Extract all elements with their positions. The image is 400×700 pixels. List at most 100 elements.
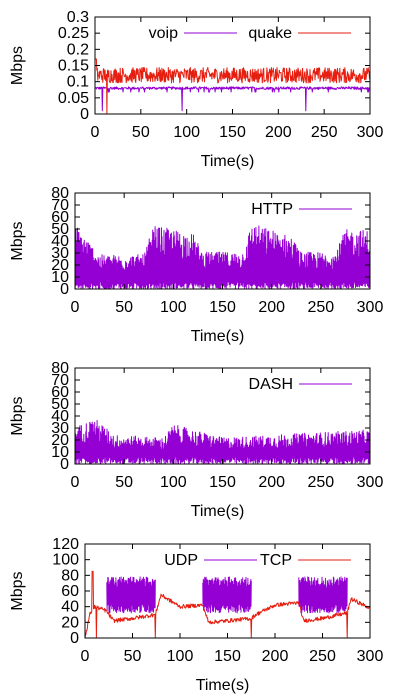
x-tick-label: 200 bbox=[258, 299, 285, 316]
x-axis: 0 50 100 150 200 250 300 bbox=[91, 17, 384, 141]
y-tick-label: 0 bbox=[80, 106, 89, 123]
y-tick-label: 60 bbox=[51, 384, 69, 401]
plot-area bbox=[94, 58, 371, 115]
y-tick-label: 0.3 bbox=[67, 9, 89, 26]
legend-label-quake: quake bbox=[248, 25, 292, 42]
y-axis-label: Mbps bbox=[9, 396, 26, 435]
chart-panel-2: 0 50 100 150 200 250 30001020304050607080Time(… bbox=[9, 185, 383, 345]
y-tick-label: 20 bbox=[51, 257, 69, 274]
x-tick-label: 150 bbox=[214, 648, 241, 665]
legend: UDP TCP bbox=[164, 552, 351, 569]
chart-panel-3: 0 50 100 150 200 250 30001020304050607080Time(… bbox=[9, 360, 383, 520]
x-tick-label: 50 bbox=[115, 299, 133, 316]
x-tick-label: 50 bbox=[124, 648, 142, 665]
legend-label-dash: DASH bbox=[249, 376, 293, 393]
y-tick-label: 60 bbox=[51, 209, 69, 226]
x-tick-label: 0 bbox=[81, 648, 90, 665]
legend: DASH bbox=[249, 376, 352, 393]
y-tick-label: 20 bbox=[51, 432, 69, 449]
x-tick-label: 100 bbox=[160, 474, 187, 491]
y-tick-label: 30 bbox=[51, 245, 69, 262]
y-tick-label: 0.2 bbox=[67, 41, 89, 58]
x-axis: 0 50 100 150 200 250 300 bbox=[81, 544, 384, 665]
series-line-tcp bbox=[84, 570, 371, 639]
y-tick-label: 50 bbox=[51, 221, 69, 238]
y-tick-label: 30 bbox=[51, 420, 69, 437]
y-tick-label: 40 bbox=[51, 408, 69, 425]
chart-panel-1: 0 50 100 150 200 250 30000.050.10.150.20.250.3… bbox=[9, 9, 383, 170]
x-tick-label: 250 bbox=[307, 299, 334, 316]
x-tick-label: 100 bbox=[160, 299, 187, 316]
x-tick-label: 100 bbox=[167, 648, 194, 665]
y-axis-label: Mbps bbox=[9, 571, 26, 610]
x-tick-label: 0 bbox=[71, 474, 80, 491]
x-tick-label: 300 bbox=[357, 299, 384, 316]
x-tick-label: 250 bbox=[309, 648, 336, 665]
series-line-quake bbox=[95, 58, 371, 115]
y-tick-label: 20 bbox=[61, 614, 79, 631]
y-tick-label: 80 bbox=[51, 185, 69, 202]
x-tick-label: 300 bbox=[357, 648, 384, 665]
y-tick-label: 80 bbox=[61, 567, 79, 584]
y-tick-label: 0 bbox=[60, 281, 69, 298]
y-tick-label: 60 bbox=[61, 583, 79, 600]
series-line-dash bbox=[74, 420, 371, 465]
x-tick-label: 200 bbox=[262, 648, 289, 665]
y-axis-label: Mbps bbox=[9, 221, 26, 260]
y-tick-label: 100 bbox=[52, 552, 79, 569]
x-axis-label: Time(s) bbox=[201, 153, 255, 170]
y-tick-label: 0 bbox=[60, 456, 69, 473]
series-line-voip bbox=[94, 86, 371, 112]
x-tick-label: 150 bbox=[209, 299, 236, 316]
y-tick-label: 70 bbox=[51, 372, 69, 389]
x-tick-label: 50 bbox=[132, 124, 150, 141]
x-tick-label: 0 bbox=[71, 299, 80, 316]
x-tick-label: 250 bbox=[311, 124, 338, 141]
y-axis: 00.050.10.150.20.250.3 bbox=[58, 9, 370, 123]
x-tick-label: 250 bbox=[307, 474, 334, 491]
plot-frame bbox=[94, 16, 371, 115]
x-tick-label: 50 bbox=[115, 474, 133, 491]
y-tick-label: 0.25 bbox=[58, 25, 89, 42]
chart-panel-4: 0 50 100 150 200 250 300020406080100120Time(s)… bbox=[9, 536, 383, 694]
x-tick-label: 200 bbox=[258, 474, 285, 491]
y-tick-label: 40 bbox=[51, 233, 69, 250]
x-tick-label: 150 bbox=[219, 124, 246, 141]
series-line-http bbox=[74, 225, 371, 290]
x-tick-label: 300 bbox=[357, 124, 384, 141]
legend: voip quake bbox=[149, 25, 351, 42]
x-axis-label: Time(s) bbox=[196, 677, 250, 694]
y-tick-label: 10 bbox=[51, 444, 69, 461]
x-axis: 0 50 100 150 200 250 300 bbox=[71, 368, 384, 491]
series-line-udp bbox=[106, 576, 348, 614]
x-tick-label: 150 bbox=[209, 474, 236, 491]
x-tick-label: 200 bbox=[265, 124, 292, 141]
y-tick-label: 0.1 bbox=[67, 74, 89, 91]
plot-area bbox=[84, 570, 371, 639]
x-axis-label: Time(s) bbox=[191, 328, 245, 345]
plot-area bbox=[74, 225, 371, 290]
x-tick-label: 300 bbox=[357, 474, 384, 491]
x-tick-label: 100 bbox=[173, 124, 200, 141]
legend-label-voip: voip bbox=[149, 25, 178, 42]
x-axis: 0 50 100 150 200 250 300 bbox=[71, 193, 384, 316]
legend-label-tcp: TCP bbox=[260, 552, 292, 569]
y-tick-label: 120 bbox=[52, 536, 79, 553]
x-axis-label: Time(s) bbox=[191, 503, 245, 520]
y-axis-label: Mbps bbox=[9, 46, 26, 85]
y-tick-label: 0.05 bbox=[58, 90, 89, 107]
y-tick-label: 80 bbox=[51, 360, 69, 377]
y-tick-label: 0 bbox=[70, 630, 79, 647]
y-tick-label: 70 bbox=[51, 197, 69, 214]
y-tick-label: 40 bbox=[61, 599, 79, 616]
y-tick-label: 50 bbox=[51, 396, 69, 413]
legend-label-udp: UDP bbox=[164, 552, 198, 569]
legend: HTTP bbox=[251, 201, 352, 218]
plot-area bbox=[74, 420, 371, 465]
y-tick-label: 10 bbox=[51, 269, 69, 286]
x-tick-label: 0 bbox=[91, 124, 100, 141]
